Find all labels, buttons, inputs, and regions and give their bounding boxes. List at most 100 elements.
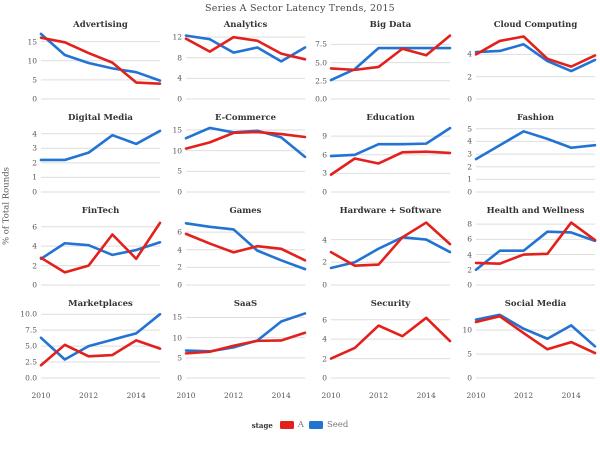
- y-tick-label: 4: [322, 334, 327, 344]
- y-tick-label: 2: [32, 261, 37, 271]
- y-tick-label: 4: [322, 235, 327, 245]
- facet-cloud-computing: Cloud Computing 0 2 4: [450, 19, 595, 112]
- y-tick-label: 10: [172, 146, 182, 156]
- facet-plot-area: 0 2 4 6: [160, 218, 305, 290]
- facet-digital-media: Digital Media 0 1 2 3 4: [15, 112, 160, 205]
- y-tick-label: 5: [177, 353, 182, 363]
- facet-plot-area: 0 1 2 3 4 5: [450, 124, 595, 197]
- facet-plot-area: 0.0 2.5 5.0 7.5 10.0: [15, 310, 160, 383]
- facet-fintech: FinTech 0 2 4 6: [15, 205, 160, 298]
- y-tick-label: 0: [177, 94, 182, 104]
- y-tick-label: 6: [177, 227, 182, 237]
- y-tick-label: 0: [467, 373, 472, 383]
- y-tick-label: 2: [467, 72, 472, 82]
- legend-entry-label: A: [297, 420, 304, 430]
- y-tick-label: 0: [32, 280, 37, 290]
- y-tick-label: 1: [467, 174, 472, 184]
- y-tick-label: 0.0: [25, 373, 37, 383]
- facet-canvas: [41, 125, 160, 192]
- y-tick-label: 0: [177, 187, 182, 197]
- y-tick-label: 0: [177, 280, 182, 290]
- y-tick-label: 5: [467, 349, 472, 359]
- facet-title: Education: [366, 113, 415, 123]
- y-tick-label: 9: [322, 131, 327, 141]
- facet-canvas: [331, 311, 450, 378]
- chart-title: Series A Sector Latency Trends, 2015: [205, 3, 395, 14]
- x-axis-column: 2010 2012 2014: [321, 391, 450, 403]
- series-line-seed: [331, 128, 450, 156]
- series-line-a: [41, 38, 160, 84]
- facet-canvas: [331, 125, 450, 192]
- facet-title: Fashion: [516, 113, 555, 123]
- series-line-a: [476, 36, 595, 66]
- x-tick-label: 2012: [514, 391, 534, 400]
- y-tick-label: 3: [467, 149, 472, 159]
- facet-title: Analytics: [223, 20, 268, 30]
- y-tick-labels: 0.0 2.5 5.0 7.5 10.0: [15, 310, 41, 383]
- y-tick-label: 0.0: [315, 94, 327, 104]
- y-tick-label: 1: [32, 172, 37, 182]
- facet-hardware-software: Hardware + Software 0 2 4: [305, 205, 450, 298]
- series-line-a: [41, 223, 160, 273]
- facet-plot-area: 0.0 2.5 5.0 7.5: [305, 32, 450, 104]
- facet-canvas: [476, 218, 595, 285]
- facet-canvas: [41, 311, 160, 378]
- y-tick-label: 4: [32, 241, 37, 251]
- facet-analytics: Analytics 0 4 8 12: [160, 19, 305, 112]
- y-tick-labels: 0 2 4 6 8: [450, 218, 476, 290]
- legend-swatch-seed: [308, 421, 323, 429]
- facet-canvas: [186, 218, 305, 285]
- y-tick-label: 6: [467, 234, 472, 244]
- y-tick-labels: 0.0 2.5 5.0 7.5: [305, 32, 331, 104]
- y-tick-label: 8: [177, 53, 182, 63]
- y-tick-label: 4: [467, 136, 472, 146]
- y-axis-label: % of Total Rounds: [1, 166, 12, 246]
- series-line-seed: [186, 223, 305, 269]
- y-tick-labels: 0 2 4 6: [305, 311, 331, 382]
- series-line-seed: [186, 36, 305, 62]
- x-tick-label: 2014: [271, 391, 291, 400]
- y-tick-labels: 0 2 4 6: [160, 218, 186, 290]
- series-line-a: [331, 36, 450, 70]
- facet-canvas: [186, 311, 305, 378]
- legend-entry-a: A: [279, 420, 304, 430]
- y-tick-label: 0: [32, 94, 37, 104]
- y-tick-label: 5: [467, 124, 472, 134]
- series-line-a: [186, 132, 305, 149]
- y-tick-labels: 0 2 4 6: [15, 218, 41, 289]
- legend-entry-seed: Seed: [308, 420, 348, 430]
- facet-plot-area: 0 2 4 6: [15, 218, 160, 290]
- facet-e-commerce: E-Commerce 0 5 10 15: [160, 112, 305, 205]
- y-tick-label: 4: [177, 245, 182, 255]
- y-tick-label: 2.5: [25, 357, 37, 367]
- facet-canvas: [476, 311, 595, 378]
- y-tick-label: 2: [467, 162, 472, 172]
- facet-big-data: Big Data 0.0 2.5 5.0 7.5: [305, 19, 450, 112]
- facet-title: Marketplaces: [68, 299, 133, 309]
- y-tick-label: 15: [27, 37, 37, 47]
- y-tick-label: 0: [467, 280, 472, 290]
- facet-plot-area: 0 1 2 3 4: [15, 125, 160, 197]
- y-tick-label: 10: [462, 325, 472, 335]
- y-tick-label: 2: [177, 262, 182, 272]
- x-tick-label: 2010: [321, 391, 341, 400]
- legend-swatch-a: [279, 421, 294, 429]
- series-line-seed: [41, 34, 160, 81]
- y-tick-label: 2: [32, 158, 37, 168]
- series-line-a: [331, 223, 450, 266]
- x-tick-label: 2014: [416, 391, 436, 400]
- facet-canvas: [41, 218, 160, 285]
- x-tick-label: 2010: [466, 391, 486, 400]
- x-tick-label: 2010: [31, 391, 51, 400]
- series-line-a: [186, 234, 305, 260]
- y-tick-label: 5.0: [315, 58, 327, 68]
- facet-games: Games 0 2 4 6: [160, 205, 305, 298]
- facet-canvas: [186, 125, 305, 192]
- y-tick-labels: 0 5 10 15: [160, 125, 186, 196]
- y-tick-labels: 0 2 4: [450, 32, 476, 104]
- facet-canvas: [476, 32, 595, 99]
- y-tick-labels: 0 5 10: [450, 311, 476, 383]
- y-tick-label: 0: [177, 373, 182, 383]
- y-tick-label: 10: [27, 56, 37, 66]
